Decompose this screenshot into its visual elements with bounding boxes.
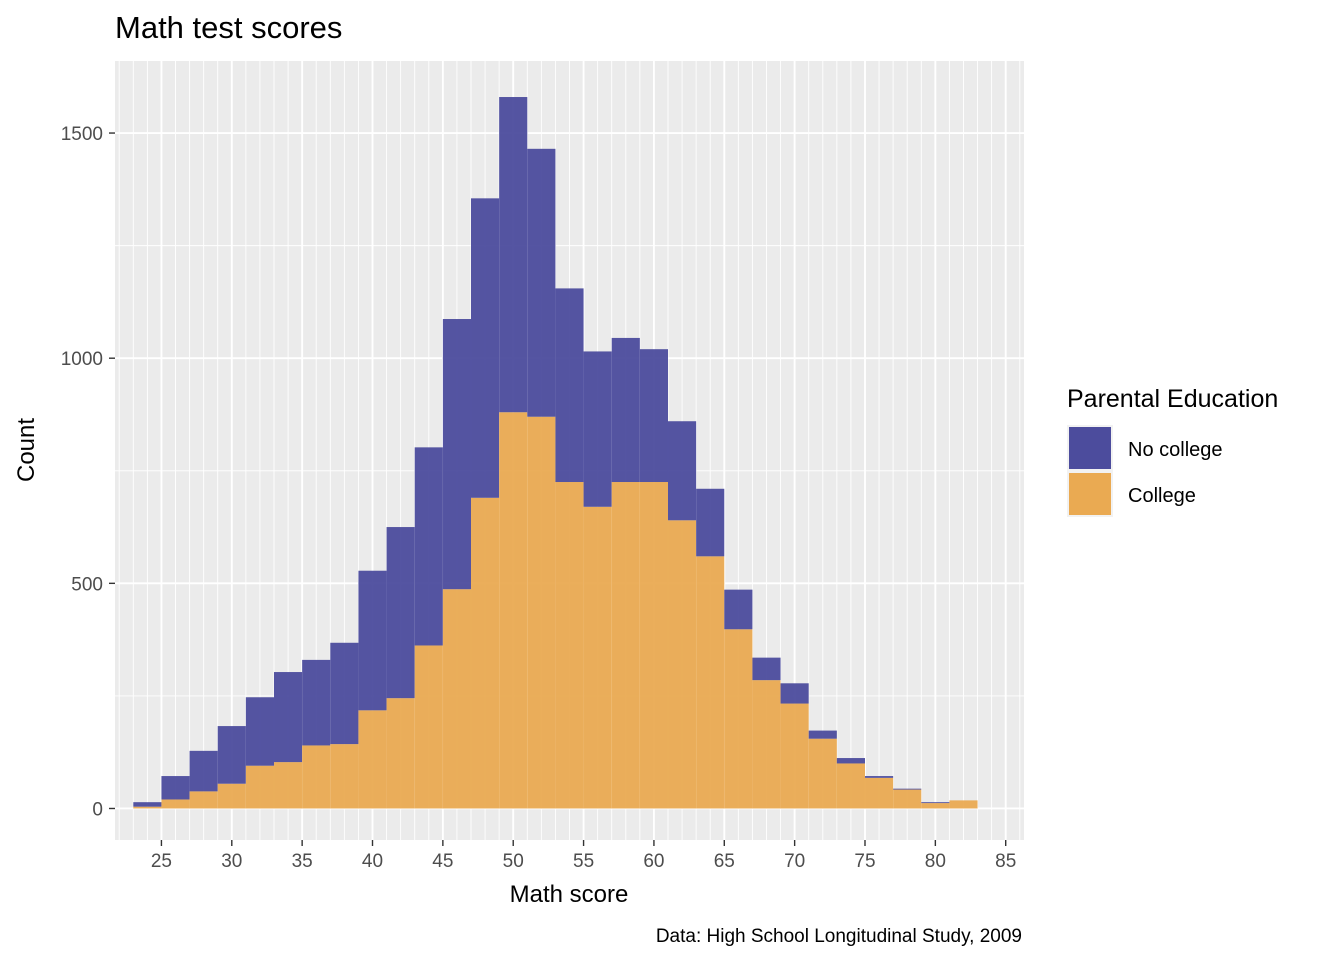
bar-no-college-23 — [133, 802, 162, 807]
bar-college-71 — [808, 738, 837, 809]
y-axis-title: Count — [13, 418, 40, 482]
bar-no-college-75 — [864, 776, 894, 778]
bar-no-college-25 — [161, 776, 190, 800]
bar-no-college-35 — [302, 659, 331, 746]
bar-college-41 — [386, 698, 415, 809]
legend-swatch-0 — [1069, 427, 1111, 469]
bar-college-57 — [611, 482, 640, 809]
bar-no-college-55 — [583, 351, 612, 507]
x-tick-label-0: 25 — [151, 851, 172, 872]
bar-college-53 — [555, 482, 584, 809]
bar-no-college-45 — [442, 319, 472, 590]
bar-college-31 — [245, 765, 275, 809]
bar-college-55 — [583, 506, 612, 809]
y-tick-label-2: 1000 — [61, 349, 103, 370]
x-axis-ticks: 25 30 35 40 45 50 55 60 65 70 75 80 85 — [151, 840, 1016, 872]
bar-no-college-47 — [471, 198, 500, 498]
bar-no-college-71 — [808, 730, 837, 739]
x-tick-label-10: 75 — [854, 851, 875, 872]
bar-no-college-73 — [836, 758, 865, 764]
x-tick-label-5: 50 — [503, 851, 524, 872]
bar-college-61 — [667, 520, 697, 809]
bar-no-college-39 — [358, 570, 387, 711]
bar-no-college-29 — [217, 726, 246, 784]
bar-college-23 — [133, 806, 162, 809]
y-axis-ticks: 0 500 1000 1500 — [61, 124, 115, 820]
legend-title: Parental Education — [1067, 385, 1278, 413]
bar-no-college-49 — [499, 97, 528, 413]
bar-college-75 — [864, 777, 894, 809]
bar-college-73 — [836, 763, 865, 809]
chart-title: Math test scores — [115, 10, 342, 45]
bar-college-35 — [302, 745, 331, 809]
bar-no-college-53 — [555, 288, 584, 483]
bar-college-49 — [499, 412, 528, 809]
bar-no-college-51 — [527, 148, 556, 417]
bar-college-39 — [358, 710, 387, 809]
x-tick-label-7: 60 — [643, 851, 664, 872]
bar-no-college-79 — [921, 802, 950, 804]
legend-label-0: No college — [1128, 439, 1223, 461]
bar-college-29 — [217, 783, 246, 809]
bar-college-63 — [696, 556, 725, 809]
x-tick-label-4: 45 — [432, 851, 453, 872]
bar-no-college-37 — [330, 642, 359, 745]
bar-no-college-31 — [245, 697, 275, 766]
x-tick-label-1: 30 — [221, 851, 242, 872]
legend-label-1: College — [1128, 485, 1196, 507]
bar-college-81 — [949, 800, 978, 809]
x-tick-label-3: 40 — [362, 851, 383, 872]
bar-college-25 — [161, 799, 190, 809]
bar-college-67 — [752, 680, 781, 809]
bar-no-college-43 — [414, 447, 443, 646]
bar-no-college-65 — [724, 589, 753, 630]
bar-college-43 — [414, 645, 443, 809]
bar-college-65 — [724, 629, 753, 809]
histogram-bars — [133, 97, 978, 809]
bar-no-college-63 — [696, 488, 725, 557]
bar-no-college-41 — [386, 527, 415, 699]
legend-swatch-1 — [1069, 473, 1111, 515]
bar-no-college-27 — [189, 750, 218, 792]
y-tick-label-3: 1500 — [61, 124, 103, 145]
bar-no-college-69 — [780, 683, 809, 704]
bar-college-47 — [471, 497, 500, 809]
x-tick-label-9: 70 — [784, 851, 805, 872]
y-tick-label-1: 500 — [71, 574, 103, 595]
bar-college-33 — [274, 762, 303, 809]
x-axis-title: Math score — [510, 881, 629, 908]
bar-college-27 — [189, 791, 218, 809]
bar-college-37 — [330, 744, 359, 809]
bar-college-69 — [780, 703, 809, 809]
bar-no-college-77 — [893, 788, 922, 790]
legend: Parental Education No college College — [1067, 385, 1278, 517]
x-tick-label-2: 35 — [292, 851, 313, 872]
bar-no-college-61 — [667, 421, 697, 521]
chart-caption: Data: High School Longitudinal Study, 20… — [656, 926, 1022, 947]
bar-college-45 — [442, 589, 472, 809]
bar-college-79 — [921, 803, 950, 809]
y-tick-label-0: 0 — [92, 799, 103, 820]
x-tick-label-6: 55 — [573, 851, 594, 872]
x-tick-label-11: 80 — [925, 851, 946, 872]
bar-no-college-57 — [611, 337, 640, 483]
bar-no-college-33 — [274, 672, 303, 763]
x-tick-label-8: 65 — [714, 851, 735, 872]
bar-college-59 — [639, 482, 668, 809]
bar-college-51 — [527, 416, 556, 809]
bar-no-college-59 — [639, 349, 668, 483]
bar-college-77 — [893, 789, 922, 809]
bar-no-college-67 — [752, 657, 781, 681]
x-tick-label-12: 85 — [995, 851, 1016, 872]
